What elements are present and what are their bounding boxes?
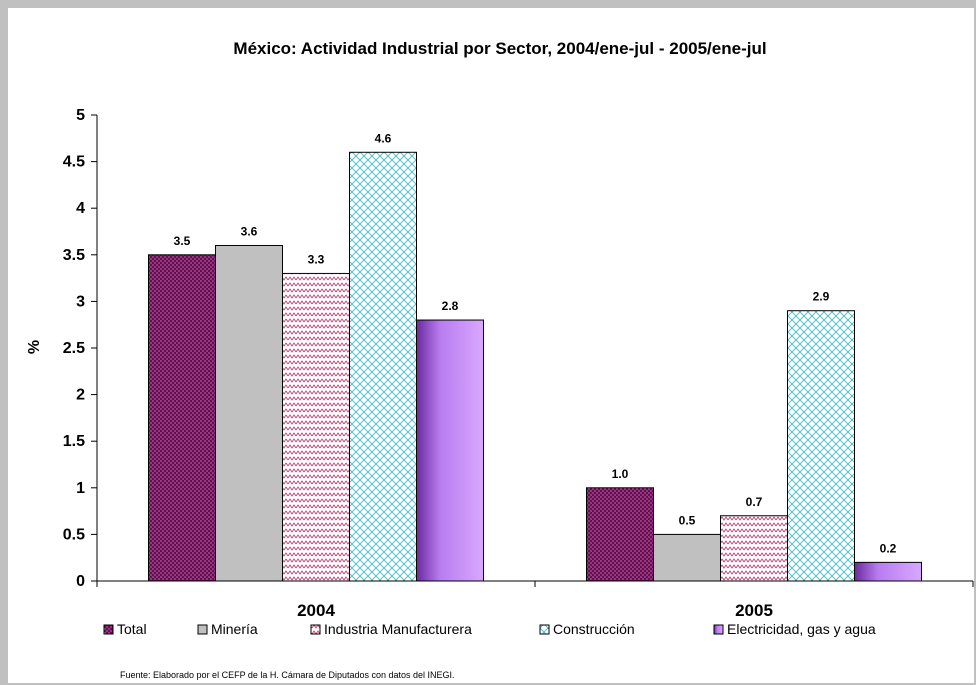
y-tick-label: 1 <box>76 480 85 497</box>
y-tick-label: 0 <box>76 573 85 590</box>
y-tick-label: 2.5 <box>63 340 85 357</box>
data-label: 0.5 <box>679 513 696 527</box>
y-tick-label: 2 <box>76 387 85 404</box>
category-label: 2005 <box>735 601 773 620</box>
data-label: 3.5 <box>174 234 191 248</box>
y-tick-label: 5 <box>76 107 85 124</box>
legend-swatch-4 <box>713 624 724 635</box>
y-tick-label: 3.5 <box>63 247 85 264</box>
legend-swatch-2 <box>310 624 321 635</box>
y-axis-label: % <box>26 340 43 354</box>
bar-0-1 <box>586 487 654 582</box>
data-label: 4.6 <box>375 131 392 145</box>
legend: Total Minería Industria Manufacturera Const… <box>103 621 876 637</box>
bar-4-0 <box>416 319 484 582</box>
source-note: Fuente: Elaborado por el CEFP de la H. C… <box>120 670 455 680</box>
legend-swatch-3 <box>539 624 550 635</box>
legend-label-4: Electricidad, gas y agua <box>727 621 876 637</box>
data-label: 3.3 <box>308 252 325 266</box>
data-label: 2.8 <box>442 299 459 313</box>
data-label: 0.7 <box>746 495 763 509</box>
bar-0-0 <box>148 254 216 582</box>
data-label: 1.0 <box>612 467 629 481</box>
y-tick-label: 3 <box>76 293 85 310</box>
y-tick-label: 4.5 <box>63 154 85 171</box>
chart-title: México: Actividad Industrial por Sector,… <box>233 39 766 58</box>
y-tick-label: 1.5 <box>63 433 85 450</box>
data-label: 2.9 <box>813 290 830 304</box>
legend-swatch-1 <box>197 624 208 635</box>
bar-2-0 <box>282 272 350 582</box>
legend-label-3: Construcción <box>553 621 635 637</box>
legend-swatch-0 <box>103 624 114 635</box>
y-tick-label: 4 <box>76 200 85 217</box>
category-label: 2004 <box>297 601 335 620</box>
y-tick-label: 0.5 <box>63 526 85 543</box>
bar-4-1 <box>854 561 922 582</box>
data-label: 3.6 <box>241 224 258 238</box>
data-label: 0.2 <box>880 541 897 555</box>
legend-label-0: Total <box>117 621 147 637</box>
bar-1-0 <box>215 244 283 582</box>
bar-1-1 <box>653 533 721 582</box>
bar-3-0 <box>349 151 417 582</box>
bar-2-1 <box>720 515 788 582</box>
legend-label-1: Minería <box>211 621 258 637</box>
bar-3-1 <box>787 310 855 582</box>
legend-label-2: Industria Manufacturera <box>324 621 472 637</box>
